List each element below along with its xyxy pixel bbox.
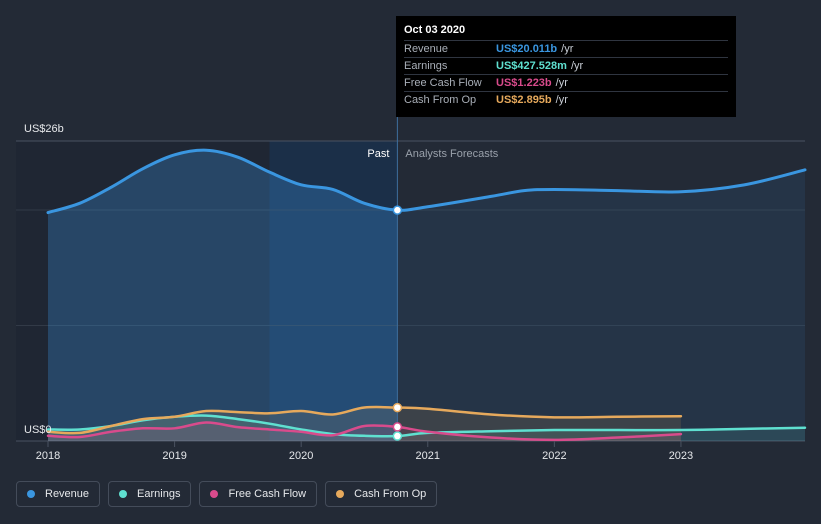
x-tick-label: 2020 [289, 450, 313, 462]
tooltip-row-unit: /yr [561, 43, 574, 55]
legend-item-revenue[interactable]: Revenue [16, 481, 101, 507]
legend-item-earnings[interactable]: Earnings [108, 481, 192, 507]
revenue-line [46, 148, 807, 215]
tooltip-row-value: US$1.223b [496, 77, 552, 89]
x-axis-ticks: 2018 2019 2020 2021 2022 2023 [36, 441, 693, 462]
x-tick-label: 2021 [416, 450, 440, 462]
chart-markers [392, 205, 403, 441]
x-tick-label: 2018 [36, 450, 60, 462]
revenue-area-past [48, 150, 398, 441]
earnings-marker [392, 431, 403, 441]
chart-lines [46, 16, 807, 442]
x-tick-label: 2022 [542, 450, 566, 462]
tooltip-row-earnings: Earnings US$427.528m /yr [404, 57, 728, 74]
past-region-label: Past [367, 148, 389, 160]
forecast-region-label: Analysts Forecasts [405, 148, 498, 160]
tooltip-row-free-cash-flow: Free Cash Flow US$1.223b /yr [404, 74, 728, 91]
data-tooltip: Oct 03 2020 Revenue US$20.011b /yr Earni… [396, 16, 736, 117]
revenue-area [48, 150, 805, 441]
legend-dot-icon [336, 490, 345, 498]
chart-legend: Revenue Earnings Free Cash Flow Cash Fro… [16, 481, 438, 507]
cash-from-op-marker [392, 402, 403, 413]
legend-item-cash-from-op[interactable]: Cash From Op [325, 481, 438, 507]
tooltip-row-value: US$20.011b [496, 43, 558, 55]
free-cash-flow-marker [392, 422, 403, 432]
free-cash-flow-area [48, 422, 681, 441]
free-cash-flow-line [46, 421, 683, 442]
cash-from-op-line [46, 405, 683, 435]
chart-areas [48, 150, 805, 441]
legend-label: Earnings [137, 488, 181, 500]
legend-label: Cash From Op [354, 488, 427, 500]
legend-item-free-cash-flow[interactable]: Free Cash Flow [199, 481, 318, 507]
legend-dot-icon [210, 490, 219, 498]
revenue-marker [392, 205, 403, 215]
y-axis-top-label: US$26b [24, 123, 64, 135]
tooltip-row-name: Earnings [404, 60, 448, 72]
tooltip-row-revenue: Revenue US$20.011b /yr [404, 40, 728, 57]
chart-labels: US$26b US$0 Past Analysts Forecasts [24, 123, 499, 436]
tooltip-row-value: US$427.528m [496, 60, 567, 72]
legend-dot-icon [27, 490, 35, 498]
legend-label: Revenue [45, 488, 90, 500]
tooltip-row-name: Free Cash Flow [404, 77, 482, 89]
x-tick-label: 2019 [162, 450, 186, 462]
y-axis-bottom-label: US$0 [24, 424, 52, 436]
tooltip-row-unit: /yr [555, 77, 568, 89]
tooltip-row-cash-from-op: Cash From Op US$2.895b /yr [404, 91, 728, 108]
tooltip-row-value: US$2.895b [496, 94, 552, 106]
tooltip-date: Oct 03 2020 [404, 24, 466, 36]
legend-dot-icon [119, 490, 128, 498]
tooltip-row-name: Revenue [404, 43, 449, 55]
legend-label: Free Cash Flow [228, 488, 307, 500]
tooltip-row-unit: /yr [570, 60, 584, 72]
x-tick-label: 2023 [669, 450, 693, 462]
tooltip-row-unit: /yr [555, 94, 568, 106]
earnings-area [48, 415, 805, 441]
tooltip-row-name: Cash From Op [404, 94, 477, 106]
